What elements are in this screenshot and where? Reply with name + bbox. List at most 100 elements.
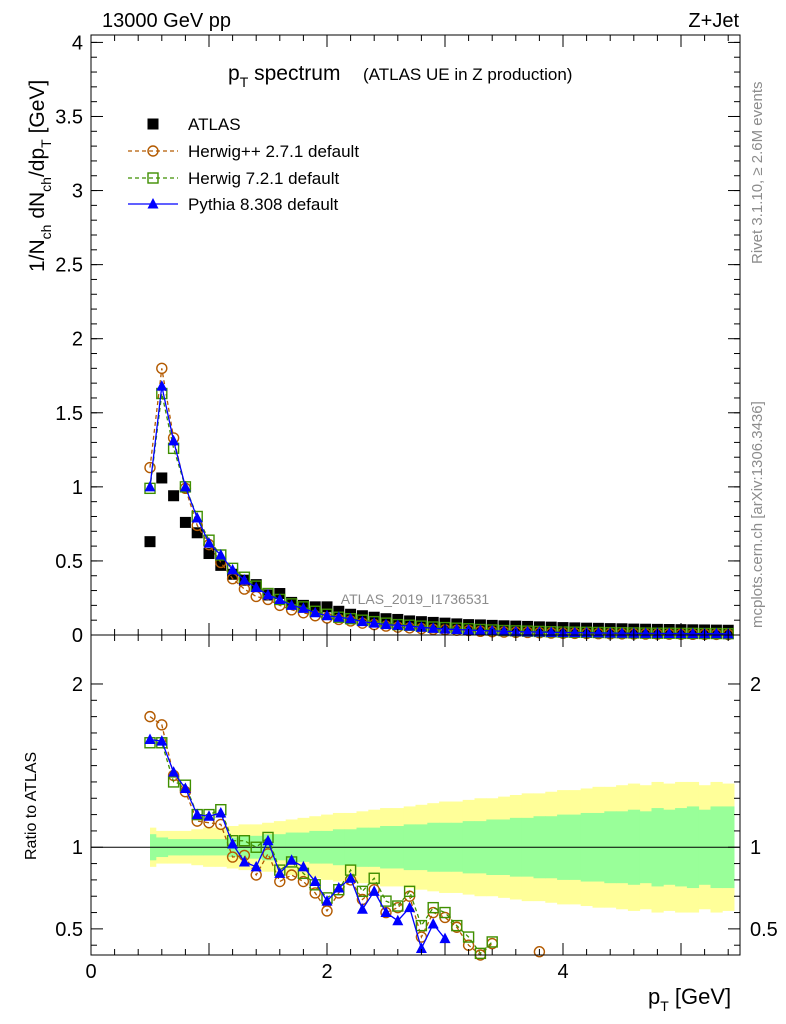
legend-label-2: Herwig 7.2.1 default — [188, 169, 339, 188]
mc-point-2 — [262, 589, 274, 600]
mc-point-2 — [227, 563, 239, 575]
ylabel-part-4: /dp — [26, 148, 49, 177]
mc-point-2 — [427, 622, 439, 633]
ratio-tick-label-right: 2 — [750, 674, 761, 696]
ratio-point-1 — [427, 901, 439, 914]
y-tick-label: 3 — [72, 181, 83, 203]
legend-marker-1 — [147, 145, 159, 157]
x-tick-label: 0 — [85, 961, 96, 983]
ratio-point-1 — [167, 776, 180, 788]
ratio-point-2 — [168, 766, 180, 777]
mc-point-2 — [498, 625, 510, 636]
ratio-point-2 — [227, 837, 239, 849]
mc-point-2 — [474, 624, 486, 636]
ratio-point-2 — [191, 808, 203, 820]
ratio-point-0 — [321, 905, 333, 917]
ratio-point-1 — [462, 931, 475, 943]
ratio-line-0 — [149, 716, 493, 956]
y-tick-label: 4 — [72, 32, 83, 54]
atlas-point — [215, 559, 227, 571]
mc-point-2 — [297, 602, 309, 613]
xlabel-p: p — [648, 984, 660, 1009]
ratio-point-2 — [179, 782, 191, 793]
ratio-point-1 — [486, 936, 498, 948]
mc-point-0 — [156, 362, 168, 375]
mc-point-2 — [404, 620, 416, 631]
x-tick-label: 2 — [321, 961, 332, 983]
mc-point-2 — [144, 480, 156, 492]
ratio-tick-label: 0.5 — [55, 919, 83, 941]
ylabel-sub-ch1: ch — [38, 225, 54, 240]
legend: ATLAS Herwig++ 2.7.1 default Herwig 7.2.1 … — [128, 115, 359, 214]
mc-point-2 — [215, 549, 227, 560]
mc-point-2 — [238, 574, 250, 585]
plot-title: pT spectrum — [228, 62, 340, 90]
ratio-point-2 — [368, 885, 380, 896]
ratio-point-2 — [309, 875, 321, 887]
legend-label-0: ATLAS — [188, 115, 241, 134]
mc-point-2 — [179, 480, 191, 492]
ratio-panel-frame — [90, 634, 741, 956]
mc-point-2 — [286, 599, 298, 610]
mc-point-2 — [168, 434, 180, 446]
y-tick-label: 1 — [72, 477, 83, 499]
ratio-point-2 — [250, 860, 262, 872]
process-label: Z+Jet — [688, 10, 739, 32]
y-tick-label: 2.5 — [55, 255, 83, 277]
ratio-point-2 — [238, 855, 250, 867]
plot-title-note: (ATLAS UE in Z production) — [363, 65, 572, 84]
mc-point-2 — [309, 606, 321, 618]
ratio-point-1 — [368, 872, 380, 884]
ratio-point-2 — [297, 860, 309, 872]
mc-point-2 — [321, 609, 333, 621]
ratio-point-1 — [380, 895, 392, 907]
ratio-axis-label: Ratio to ATLAS — [23, 752, 40, 860]
atlas-point — [203, 548, 215, 560]
mc-point-2 — [274, 593, 286, 604]
mc-point-2 — [687, 627, 699, 639]
ratio-point-0 — [297, 875, 310, 888]
mc-point-2 — [392, 619, 404, 630]
ratio-point-1 — [451, 919, 463, 932]
xlabel-unit: [GeV] — [669, 984, 731, 1009]
mc-point-2 — [356, 615, 368, 627]
y-tick-label: 0.5 — [55, 551, 83, 573]
mc-point-2 — [203, 537, 215, 548]
ratio-panel: 0 2 4 0.5 0.5 1 1 2 2 — [55, 634, 778, 983]
ratio-point-2 — [286, 854, 298, 865]
rivet-label: Rivet 3.1.10, ≥ 2.6M events — [749, 82, 766, 265]
ratio-point-2 — [380, 906, 392, 918]
ratio-point-2 — [321, 895, 333, 906]
ratio-point-1 — [415, 919, 428, 932]
analysis-watermark: ATLAS_2019_I1736531 — [341, 591, 490, 607]
mc-point-0 — [144, 461, 156, 474]
mc-point-2 — [545, 626, 557, 637]
ratio-tick-label: 1 — [72, 837, 83, 859]
title-spectrum: spectrum — [248, 62, 340, 85]
ratio-point-0 — [274, 875, 286, 888]
mc-point-2 — [415, 621, 427, 632]
energy-label: 13000 GeV pp — [102, 10, 231, 32]
mc-point-0 — [250, 590, 262, 603]
ratio-point-1 — [392, 900, 404, 912]
ylabel-sub-ch2: ch — [38, 177, 54, 192]
ratio-point-0 — [533, 946, 546, 958]
ratio-tick-label-right: 0.5 — [750, 919, 778, 941]
atlas-point — [156, 472, 168, 484]
atlas-point — [191, 527, 203, 539]
mc-point-2 — [451, 623, 463, 635]
ylabel-part-0: 1/N — [26, 239, 49, 272]
ratio-tick-label-right: 1 — [750, 837, 761, 859]
mc-point-2 — [345, 612, 357, 624]
y-tick-label: 0 — [72, 625, 83, 647]
atlas-point — [168, 490, 180, 502]
title-sub: T — [240, 74, 249, 90]
mcplots-label: mcplots.cern.ch [arXiv:1306.3436] — [749, 401, 766, 628]
mc-point-2 — [710, 627, 722, 639]
ratio-point-1 — [238, 835, 251, 847]
mc-point-2 — [380, 618, 392, 630]
atlas-point — [321, 601, 333, 613]
ylabel-sub-t: T — [38, 139, 54, 148]
ratio-point-2 — [356, 903, 368, 914]
